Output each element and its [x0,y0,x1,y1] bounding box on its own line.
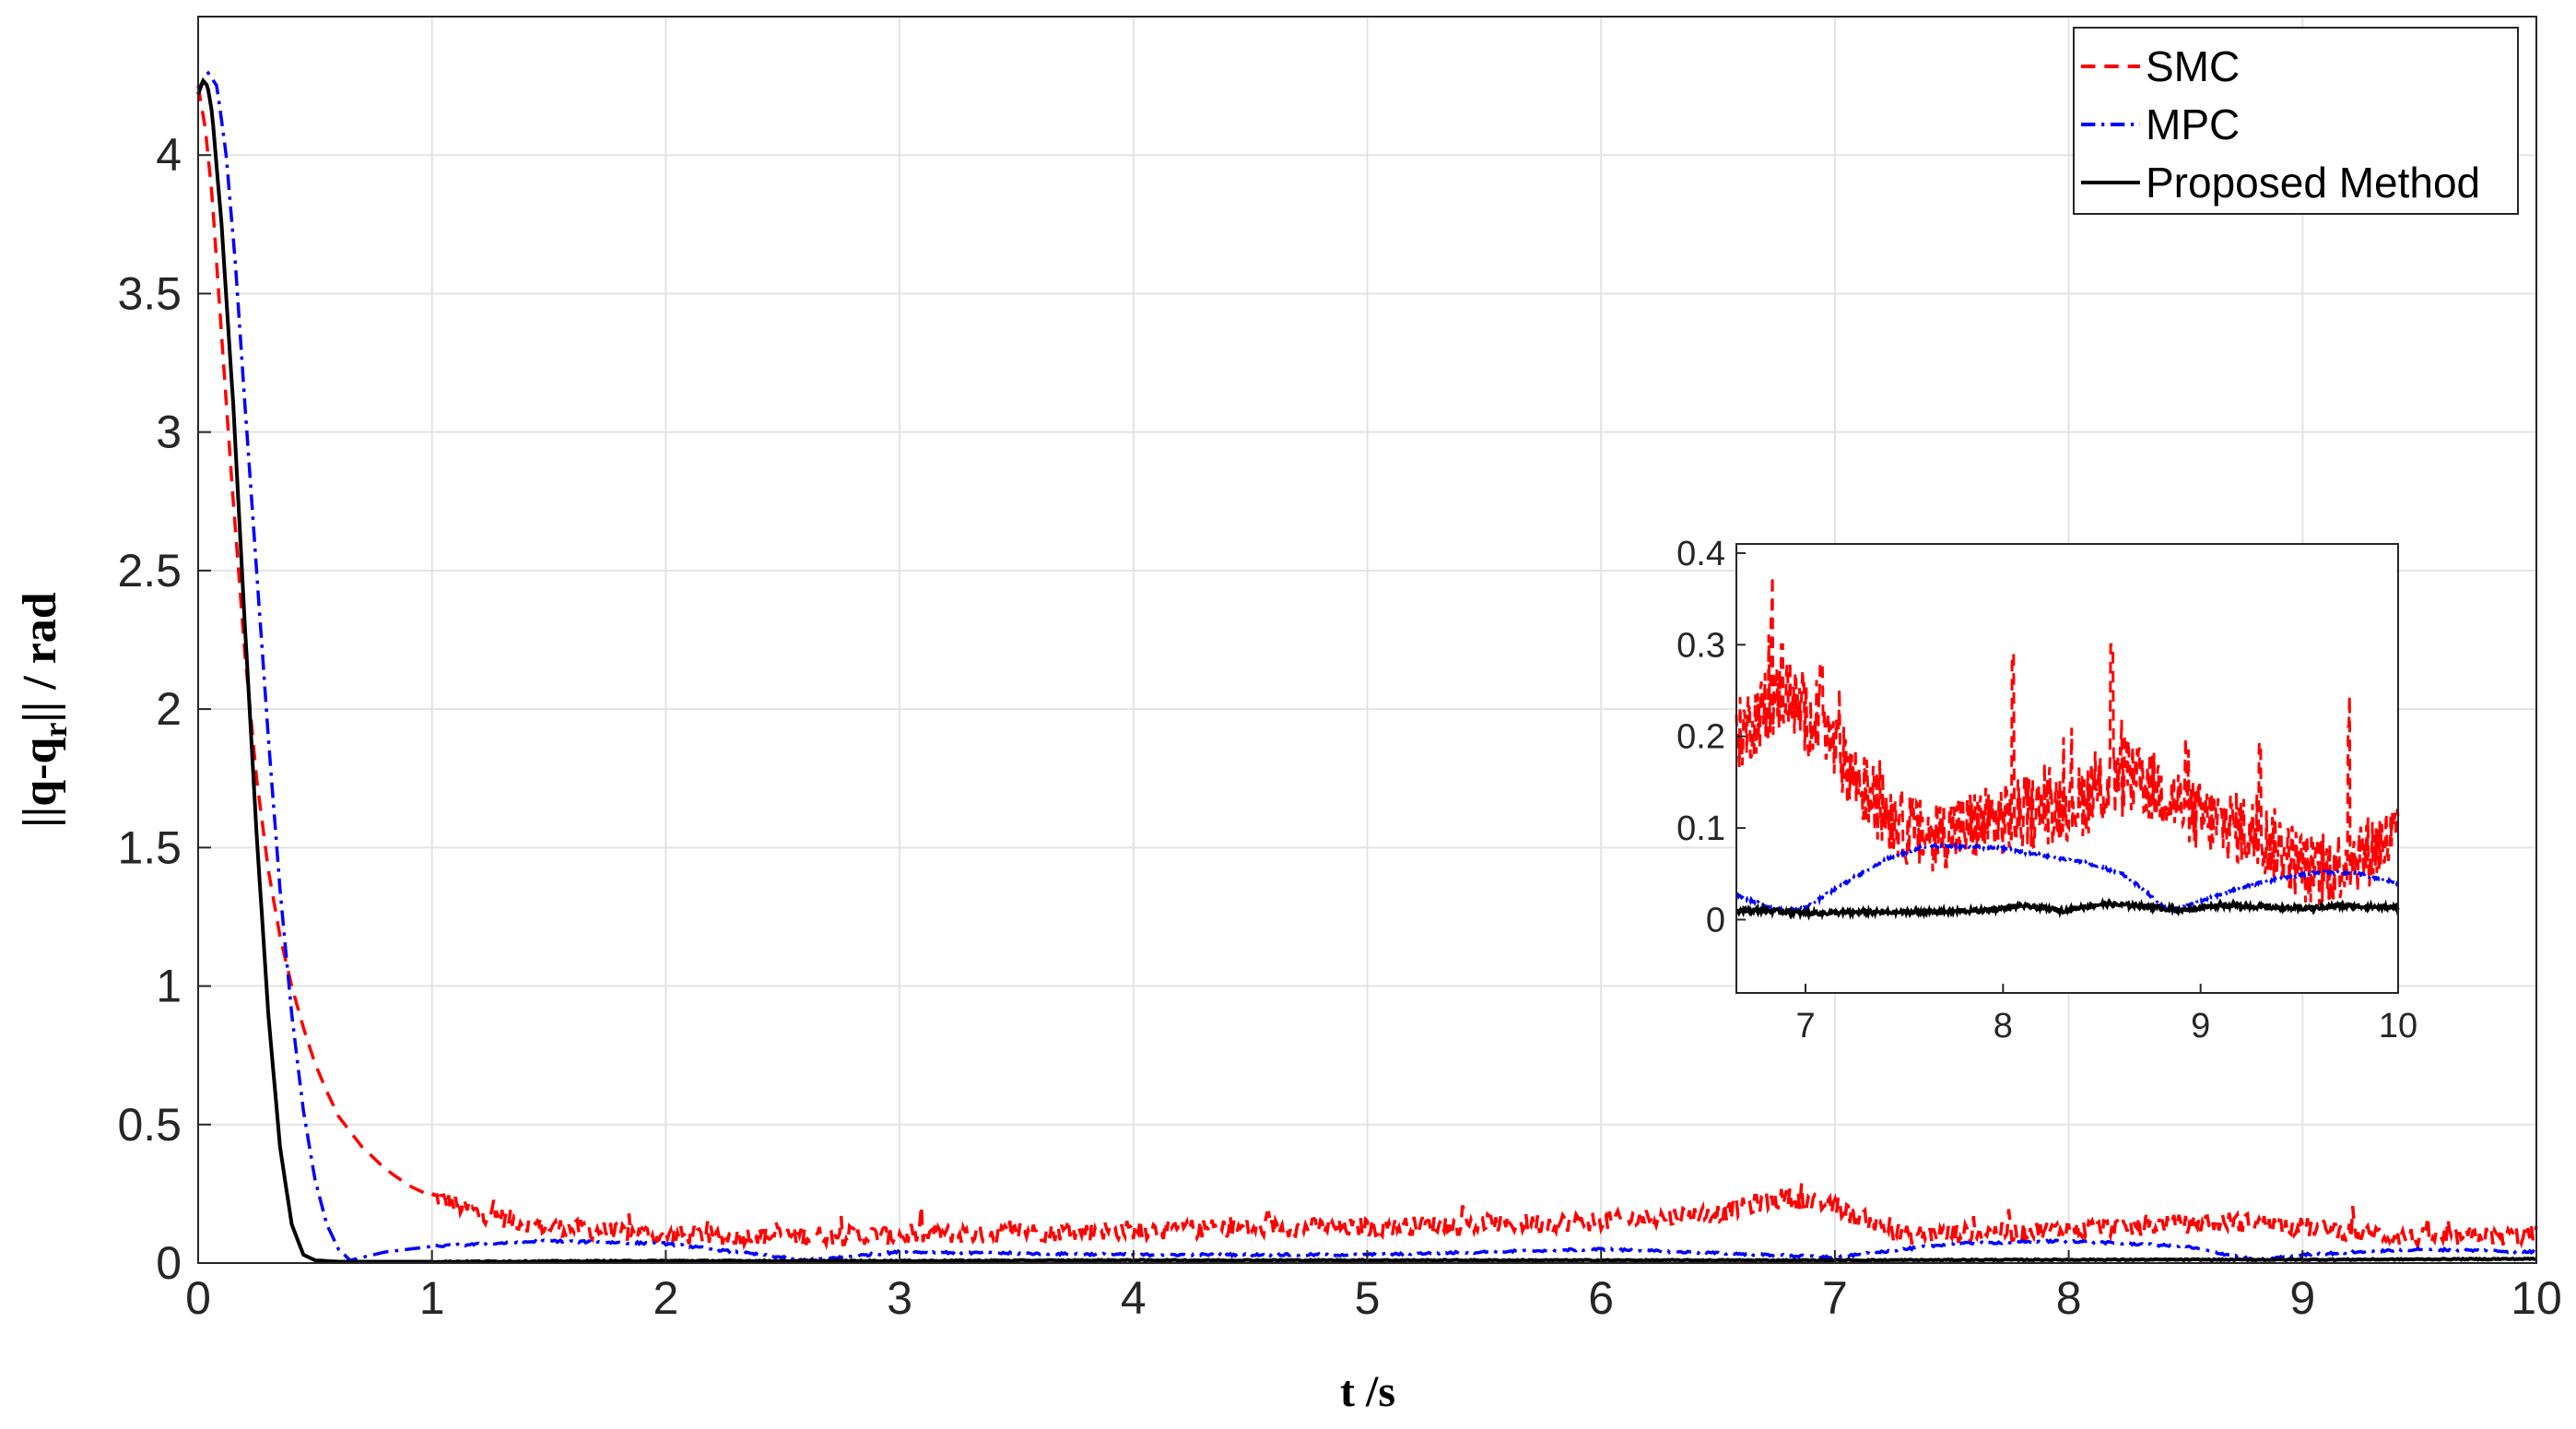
inset-y-tick-label: 0.4 [1676,535,1725,573]
x-tick-label: 8 [2056,1272,2082,1324]
series-line-smc [196,85,2538,1252]
legend-box [2073,27,2519,215]
x-tick-label: 4 [1121,1272,1147,1324]
x-tick-label: 9 [2289,1272,2315,1324]
y-tick-label: 4 [156,129,182,181]
inset-x-tick-label: 8 [1994,1007,2013,1045]
inset-x-tick-label: 7 [1795,1007,1815,1045]
x-tick-label: 0 [185,1272,211,1324]
inset-series [1735,575,2400,921]
legend-label: SMC [2146,42,2240,90]
inset-series-line-mpc [1735,841,2400,915]
legend-label: Proposed Method [2146,159,2480,207]
inset-plot-frame [1735,543,2399,994]
inset-y-tick-label: 0.1 [1676,809,1725,848]
y-axis-label-tail: || / rad [14,592,66,722]
x-tick-label: 2 [653,1272,678,1324]
inset-y-tick-label: 0 [1706,901,1725,939]
y-axis-label: ||q-qr|| / rad [14,592,74,827]
y-tick-label: 2 [156,683,182,735]
inset-series-line-smc [1735,575,2400,905]
inset-x-tick-label: 9 [2191,1007,2210,1045]
y-tick-label: 2.5 [117,545,182,596]
y-tick-label: 3 [156,407,182,458]
y-tick-label: 3.5 [117,267,182,319]
main-ticks: 0 1 2 3 4 5 6 7 8 9 10 0 0.5 1 1.5 2 2.5 3 3.5 4 [117,129,2561,1324]
inset-y-tick-label: 0.2 [1676,718,1725,757]
y-tick-label: 0 [156,1237,182,1289]
legend-label: MPC [2146,100,2240,148]
inset-x-tick-label: 10 [2379,1007,2417,1045]
inset-background [1736,544,2398,993]
inset-series-line-proposed-method [1735,897,2400,921]
x-tick-label: 6 [1588,1272,1614,1324]
x-axis-label: t /s [1340,1367,1395,1416]
y-tick-label: 1 [156,961,182,1012]
inset-y-tick-label: 0.3 [1676,626,1725,665]
legend: SMC MPC Proposed Method [2073,27,2519,215]
inset-ticks: 7 8 9 10 0 0.1 0.2 0.3 0.4 [1676,535,2417,1045]
x-tick-label: 5 [1355,1272,1381,1324]
inset-chart: 7 8 9 10 0 0.1 0.2 0.3 0.4 [1676,535,2417,1045]
x-tick-label: 3 [887,1272,912,1324]
x-tick-label: 1 [419,1272,445,1324]
y-axis-label-main: ||q-q [14,738,66,828]
x-tick-label: 10 [2511,1272,2562,1324]
y-tick-label: 1.5 [117,821,182,873]
x-tick-label: 7 [1822,1272,1848,1324]
y-tick-label: 0.5 [117,1099,182,1151]
y-axis-label-subscript: r [37,723,74,738]
